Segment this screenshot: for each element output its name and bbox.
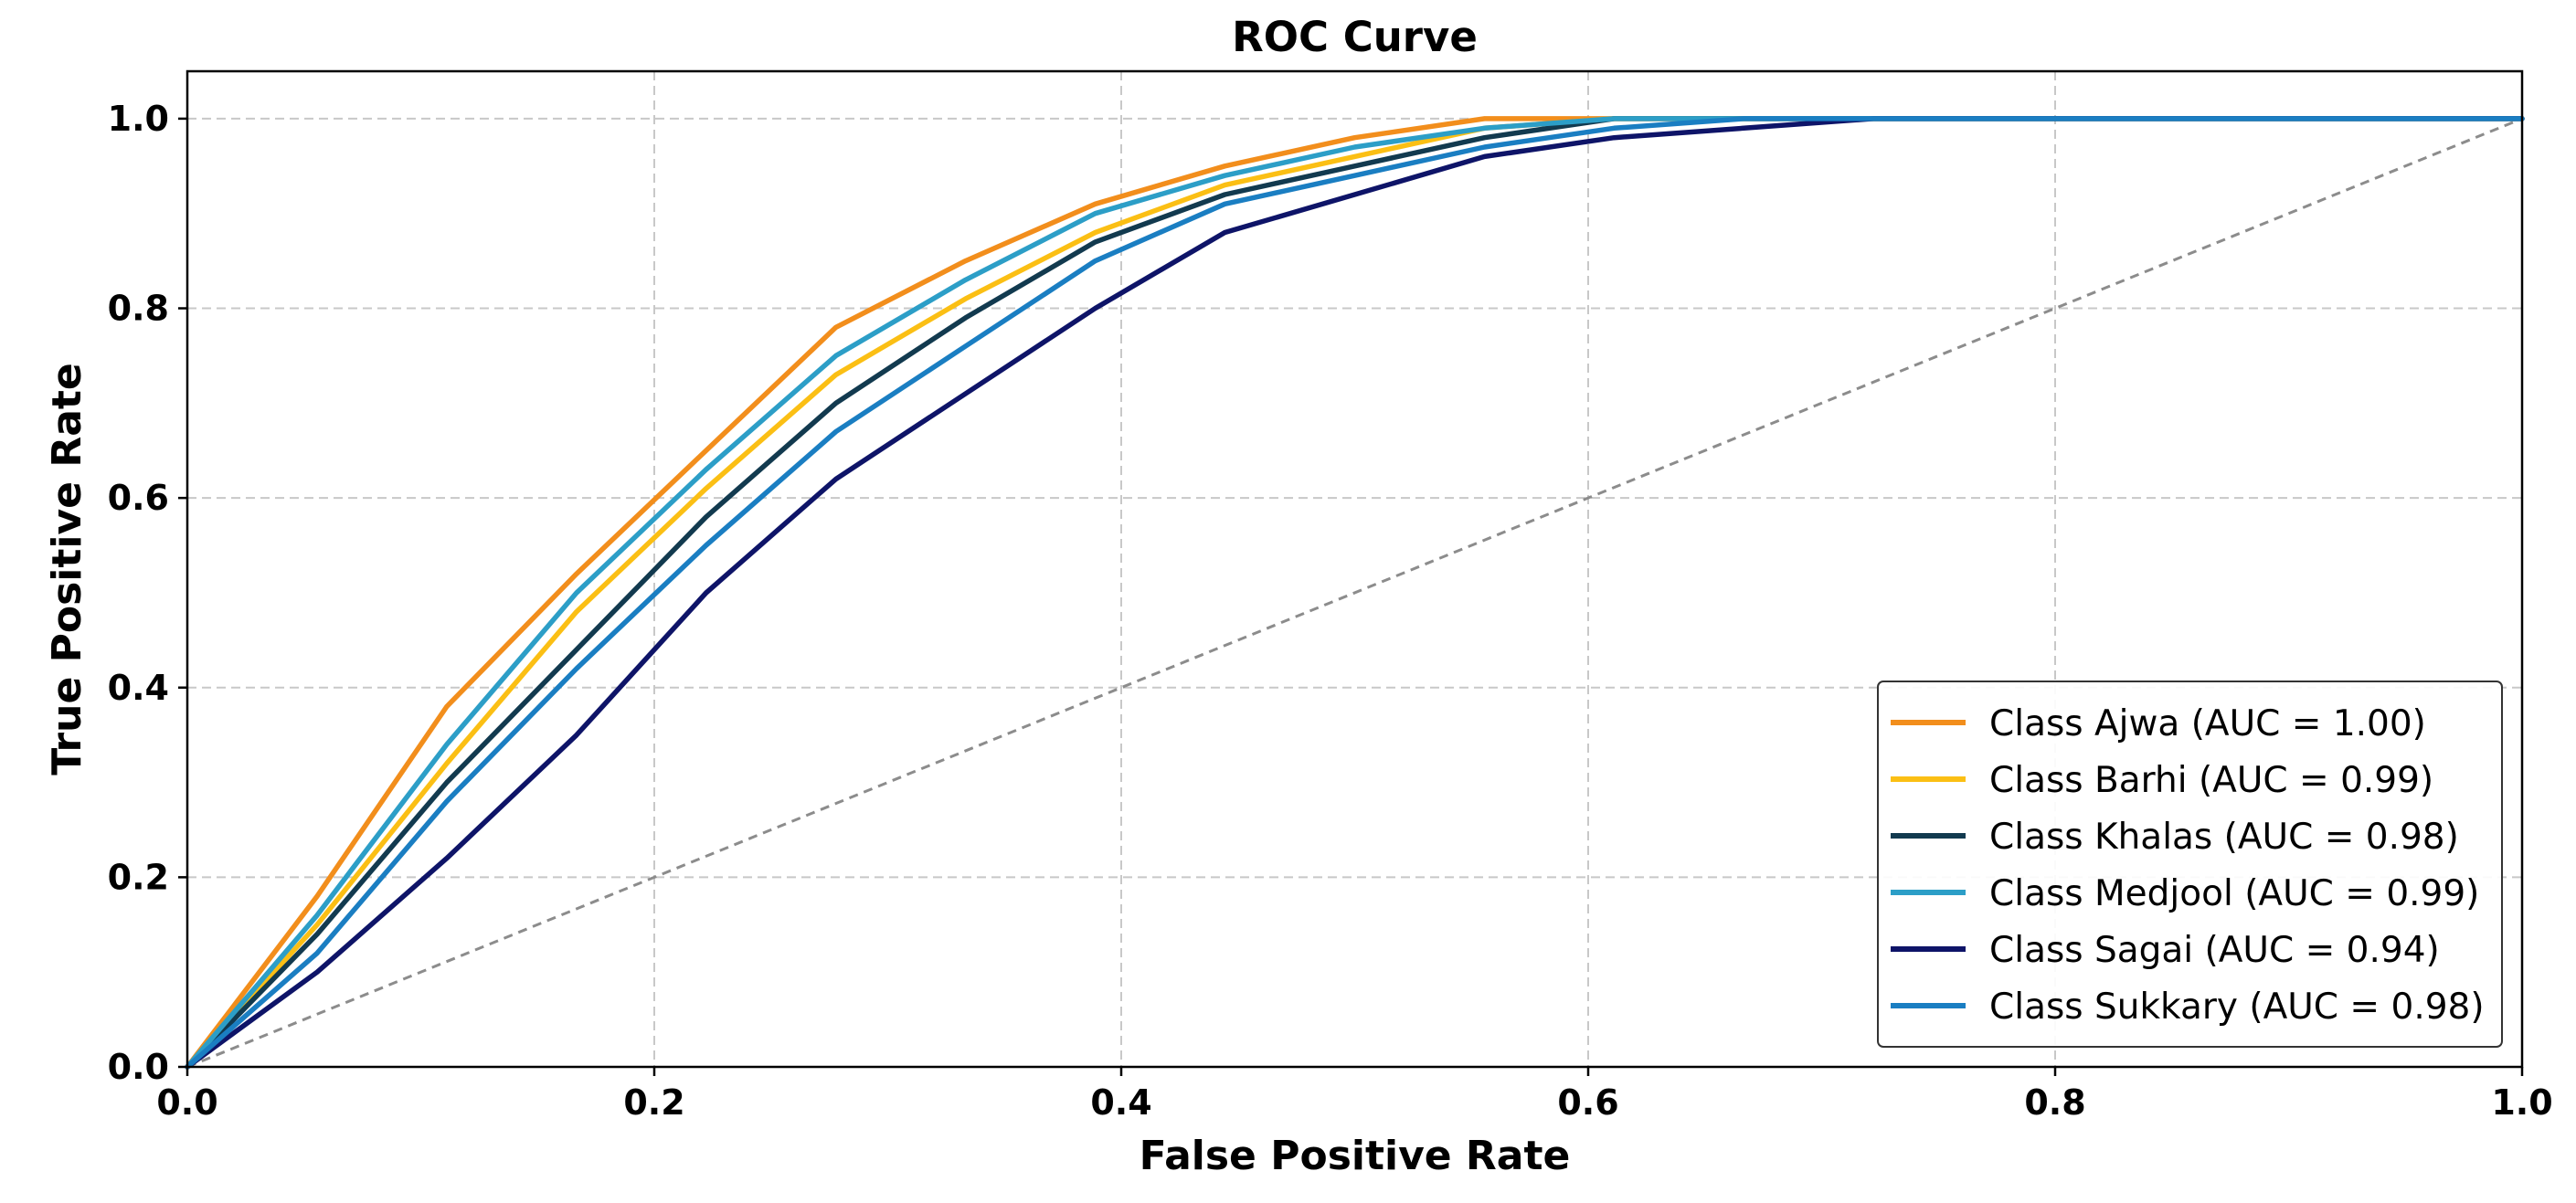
x-tick-label: 0.4 — [1090, 1082, 1151, 1123]
y-tick-label: 1.0 — [108, 99, 169, 139]
x-axis-title: False Positive Rate — [1140, 1133, 1571, 1179]
legend-box — [1877, 681, 2503, 1048]
y-axis-ticks: 0.0 0.2 0.4 0.6 0.8 1.0 — [108, 99, 187, 1087]
chart-title: ROC Curve — [1232, 13, 1478, 61]
y-tick-label: 0.0 — [108, 1047, 169, 1087]
legend-label: Class Sagai (AUC = 0.94) — [1989, 930, 2440, 971]
y-tick-label: 0.2 — [108, 857, 169, 897]
y-axis-title: True Positive Rate — [44, 363, 90, 776]
x-tick-label: 0.8 — [2024, 1082, 2085, 1123]
reference-line-layer — [186, 117, 2523, 1069]
chance-reference-line — [186, 117, 2523, 1069]
legend: Class Ajwa (AUC = 1.00) Class Barhi (AUC … — [1877, 681, 2503, 1048]
y-tick-label: 0.4 — [108, 668, 169, 708]
legend-label: Class Khalas (AUC = 0.98) — [1989, 817, 2459, 858]
series-layer — [185, 116, 2525, 1070]
plot-frame — [186, 69, 2524, 1069]
legend-label: Class Medjool (AUC = 0.99) — [1989, 873, 2479, 914]
legend-label: Class Sukkary (AUC = 0.98) — [1989, 987, 2485, 1028]
x-tick-label: 0.6 — [1557, 1082, 1618, 1123]
y-tick-label: 0.6 — [108, 478, 169, 518]
x-axis-ticks: 0.0 0.2 0.4 0.6 0.8 1.0 — [156, 1067, 2553, 1123]
x-tick-label: 0.2 — [623, 1082, 684, 1123]
y-tick-label: 0.8 — [108, 289, 169, 329]
x-tick-label: 1.0 — [2491, 1082, 2552, 1123]
x-tick-label: 0.0 — [156, 1082, 217, 1123]
legend-label: Class Barhi (AUC = 0.99) — [1989, 760, 2433, 801]
legend-label: Class Ajwa (AUC = 1.00) — [1989, 703, 2426, 744]
series-line-5 — [185, 116, 2525, 1070]
